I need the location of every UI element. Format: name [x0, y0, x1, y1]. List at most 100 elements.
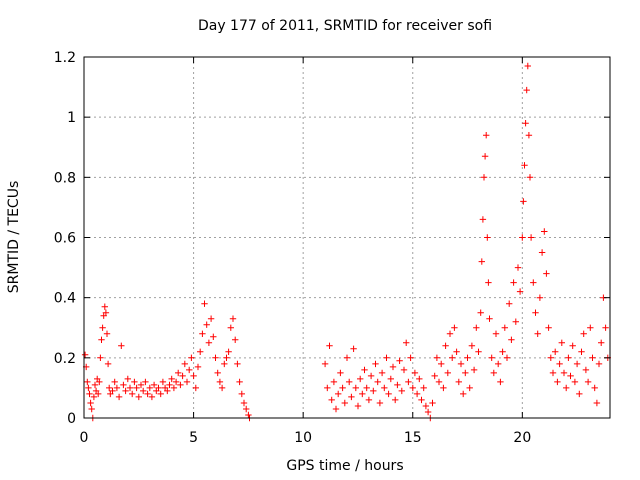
data-point [104, 360, 112, 368]
data-point [98, 336, 105, 343]
data-point [159, 378, 167, 386]
data-point [223, 354, 230, 361]
data-point [485, 279, 492, 286]
data-point [389, 363, 397, 371]
data-point [530, 279, 537, 286]
data-point [569, 342, 576, 349]
data-point [225, 348, 232, 355]
data-point [527, 234, 535, 241]
data-point [339, 384, 346, 392]
data-point [580, 330, 587, 337]
data-point [102, 309, 110, 316]
data-point [499, 348, 506, 355]
data-point [357, 375, 364, 383]
data-point [118, 342, 125, 349]
data-point [218, 384, 226, 392]
data-point [212, 354, 219, 361]
data-point [451, 324, 458, 331]
axis-ticks: 0 0.2 0.4 0.6 0.8 1 1.2 0 5 10 15 20 [54, 50, 610, 446]
data-point [576, 390, 583, 398]
data-point [520, 198, 527, 205]
data-point [503, 354, 511, 361]
data-point [210, 333, 217, 340]
data-point [506, 300, 513, 307]
data-point [383, 354, 390, 361]
data-point [245, 411, 252, 419]
data-point [495, 360, 502, 368]
data-point [192, 384, 199, 392]
data-point [547, 354, 554, 361]
data-point [95, 390, 102, 398]
y-tick-label: 0.4 [54, 291, 76, 307]
data-point [462, 369, 469, 377]
data-point [512, 318, 519, 325]
data-point [205, 339, 213, 346]
data-point [372, 360, 379, 368]
data-point [335, 390, 342, 398]
data-point [405, 378, 412, 386]
data-point [440, 384, 447, 392]
data-point [433, 354, 441, 361]
data-point [131, 378, 138, 386]
data-point [101, 303, 108, 310]
data-point [409, 384, 416, 392]
data-point [385, 390, 392, 398]
data-point [541, 228, 548, 235]
data-point [545, 324, 552, 331]
data-point [337, 369, 344, 377]
data-point [321, 360, 329, 368]
data-points [81, 62, 611, 422]
data-point [523, 86, 530, 94]
data-point [593, 399, 601, 407]
data-point [199, 330, 206, 337]
data-point [87, 399, 94, 407]
data-point [88, 405, 95, 413]
x-tick-label: 5 [189, 430, 198, 446]
data-point [142, 378, 149, 386]
data-point [234, 360, 241, 368]
data-point [558, 339, 565, 346]
data-point [170, 384, 178, 392]
data-point [144, 390, 151, 398]
data-point [466, 384, 473, 392]
data-point [508, 336, 515, 343]
data-point [468, 342, 476, 349]
data-point [479, 216, 487, 223]
data-point [126, 384, 134, 392]
data-point [480, 174, 488, 181]
x-tick-label: 15 [404, 430, 422, 446]
data-point [111, 378, 118, 386]
data-point [394, 381, 401, 389]
y-tick-label: 1.2 [54, 50, 76, 66]
data-point [188, 354, 195, 361]
data-point [473, 324, 480, 331]
data-point [221, 360, 228, 368]
data-point [492, 330, 500, 337]
data-point [172, 378, 180, 386]
data-point [488, 354, 495, 361]
data-point [571, 378, 579, 386]
data-point [460, 390, 467, 398]
data-point [481, 153, 489, 160]
data-point [522, 120, 529, 127]
data-point [543, 270, 550, 277]
data-point [477, 309, 484, 316]
data-point [524, 62, 531, 70]
data-point [84, 378, 91, 386]
y-tick-label: 0 [67, 411, 76, 427]
data-point [431, 372, 438, 380]
data-point [238, 390, 245, 398]
data-point [554, 378, 561, 386]
data-point [400, 366, 408, 374]
data-point [214, 369, 221, 377]
data-point [120, 381, 127, 389]
data-point [207, 315, 215, 322]
data-point [525, 132, 533, 139]
data-point [91, 381, 99, 389]
data-point [387, 375, 394, 383]
data-point [361, 366, 368, 374]
data-point [411, 369, 419, 377]
data-point [330, 378, 338, 386]
data-point [97, 354, 104, 361]
data-point [229, 315, 237, 322]
